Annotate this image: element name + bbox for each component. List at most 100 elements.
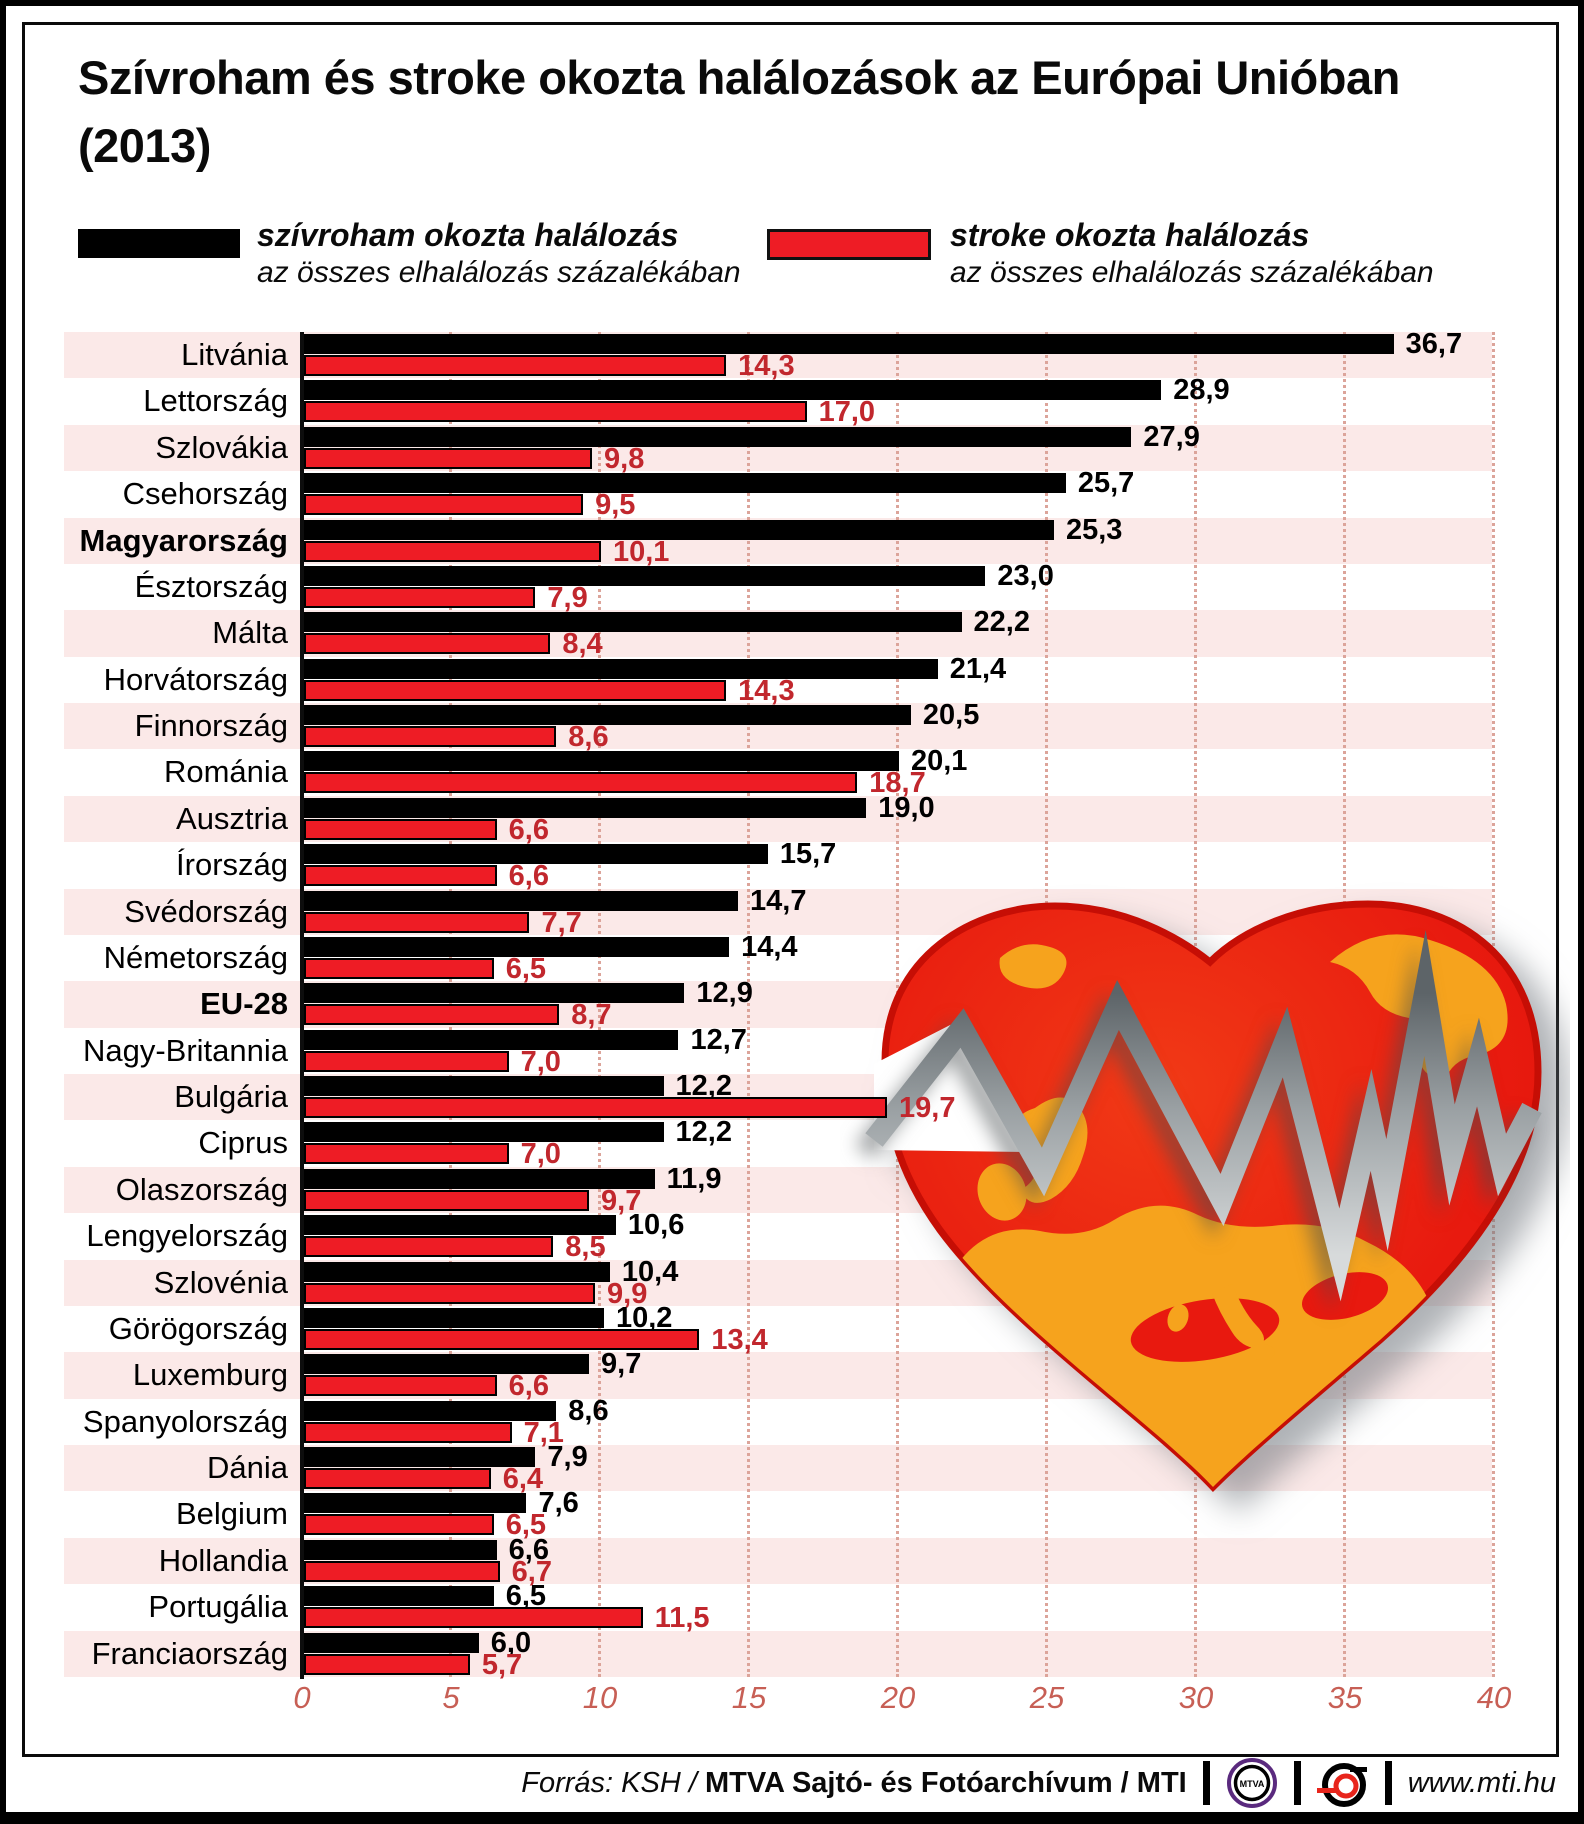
bar-value-stroke: 11,5 [654,1602,710,1635]
website-link[interactable]: www.mti.hu [1407,1766,1556,1799]
bar-heart-attack[interactable] [304,1307,604,1328]
bar-value-heart-attack: 21,4 [949,652,1007,685]
bar-heart-attack[interactable] [304,1447,536,1468]
bar-heart-attack[interactable] [304,890,739,911]
country-label: Olaszország [115,1171,288,1207]
legend-sublabel: az összes elhalálozás százalékában [257,256,741,289]
country-label: Dánia [207,1450,288,1486]
mti-logo [1316,1763,1367,1807]
footer-divider [1293,1761,1301,1805]
country-label: Litvánia [181,337,288,372]
bar-stroke[interactable] [304,726,557,748]
bar-heart-attack[interactable] [304,844,768,865]
bar-stroke[interactable] [304,679,727,701]
gridline [598,332,601,1677]
country-label: Svédország [124,893,288,929]
bar-stroke[interactable] [304,1097,888,1119]
bar-heart-attack[interactable] [304,1261,610,1282]
bar-value-stroke: 9,9 [607,1277,648,1310]
bar-heart-attack[interactable] [304,983,685,1004]
bar-heart-attack[interactable] [304,1354,590,1375]
bar-heart-attack[interactable] [304,751,899,772]
bar-heart-attack[interactable] [304,1400,557,1421]
bar-value-stroke: 18,7 [869,767,926,800]
bar-value-stroke: 17,0 [818,396,876,429]
country-label: Ausztria [176,800,288,836]
bar-value-stroke: 6,6 [508,1370,549,1403]
legend-entry-heart-attack: szívroham okozta halálozás az összes elh… [257,216,741,291]
country-label: Szlovénia [153,1264,288,1300]
bar-heart-attack[interactable] [304,1539,497,1560]
bar-value-stroke: 19,7 [899,1092,956,1125]
bar-stroke[interactable] [304,494,584,516]
x-axis-tick-label: 20 [880,1680,916,1715]
bar-stroke[interactable] [304,1050,509,1072]
country-label: Románia [163,754,288,790]
bar-value-heart-attack: 6,6 [508,1533,549,1566]
bar-heart-attack[interactable] [304,565,986,586]
bar-heart-attack[interactable] [304,380,1162,401]
bar-heart-attack[interactable] [304,1215,616,1236]
bar-value-heart-attack: 14,7 [750,884,807,917]
bar-heart-attack[interactable] [304,1122,664,1143]
bar-value-heart-attack: 8,6 [568,1394,609,1427]
bar-heart-attack[interactable] [304,705,911,726]
bar-value-heart-attack: 25,7 [1077,467,1135,500]
legend-entry-stroke: stroke okozta halálozás az összes elhalá… [950,216,1434,291]
bar-heart-attack[interactable] [304,334,1394,354]
country-label: Portugália [148,1589,288,1625]
country-label: Horvátország [103,661,288,697]
svg-text:MTVA: MTVA [1239,1779,1264,1789]
bar-heart-attack[interactable] [304,658,938,679]
bar-stroke[interactable] [304,1189,590,1211]
chart-rows: Litvánia 36,7 14,3 Lettország 28,9 17,0 Szlová… [0,330,1584,1680]
bar-heart-attack[interactable] [304,1029,679,1050]
bar-stroke[interactable] [304,818,497,840]
bar-heart-attack[interactable] [304,936,730,957]
bar-value-stroke: 10,1 [612,535,670,568]
bar-stroke[interactable] [304,1607,643,1629]
bar-stroke[interactable] [304,1004,560,1026]
bar-stroke[interactable] [304,1560,500,1582]
bar-value-heart-attack: 7,6 [538,1487,579,1520]
footer-divider [1202,1761,1210,1805]
bar-stroke[interactable] [304,1143,509,1165]
bar-stroke[interactable] [304,865,497,887]
bar-value-heart-attack: 6,5 [505,1580,547,1613]
bar-stroke[interactable] [304,1653,470,1675]
page-title: Szívroham és stroke okozta halálozások a… [78,51,1400,173]
bar-heart-attack[interactable] [304,1586,494,1607]
country-label: Németország [103,939,288,975]
bar-heart-attack[interactable] [304,1168,655,1189]
bar-heart-attack[interactable] [304,1632,479,1653]
bar-stroke[interactable] [304,957,494,979]
bar-heart-attack[interactable] [304,426,1132,447]
bar-heart-attack[interactable] [304,473,1066,494]
bar-value-heart-attack: 20,5 [922,699,980,732]
bar-stroke[interactable] [304,586,536,608]
bar-stroke[interactable] [304,1421,512,1443]
bar-value-stroke: 6,7 [511,1555,552,1588]
bar-heart-attack[interactable] [304,519,1054,540]
bar-stroke[interactable] [304,401,807,423]
bar-stroke[interactable] [304,355,727,376]
bar-stroke[interactable] [304,1468,491,1490]
bar-stroke[interactable] [304,1328,700,1350]
bar-stroke[interactable] [304,633,551,655]
bar-heart-attack[interactable] [304,1493,527,1514]
bar-stroke[interactable] [304,540,601,562]
bar-stroke[interactable] [304,911,530,933]
bar-stroke[interactable] [304,447,593,469]
bar-stroke[interactable] [304,1236,554,1258]
bar-heart-attack[interactable] [304,797,867,818]
country-label: Ciprus [198,1125,288,1161]
footer-divider [1384,1761,1392,1805]
bar-stroke[interactable] [304,772,858,794]
bar-stroke[interactable] [304,1375,497,1397]
bar-heart-attack[interactable] [304,612,962,633]
bar-heart-attack[interactable] [304,1076,664,1097]
bar-value-stroke: 6,5 [505,952,547,985]
x-axis-tick-label: 5 [442,1680,460,1715]
bar-stroke[interactable] [304,1514,494,1536]
bar-stroke[interactable] [304,1282,596,1304]
